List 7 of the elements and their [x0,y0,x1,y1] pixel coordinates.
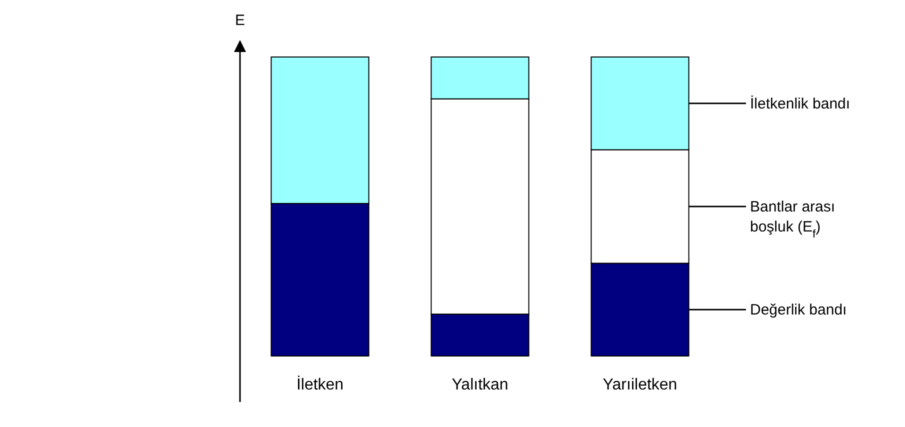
legend-label: İletkenlik bandı [750,94,850,112]
x-tick-label: İletken [296,376,344,394]
x-tick-label: Yarıiletken [602,376,678,394]
legend-label: Bantlar arası boşluk (E$_{f}$) [750,198,836,240]
legend-label: Değerlik bandı [750,302,847,319]
x-tick-label: Yalıtkan [452,376,508,394]
y-axis-title: E [234,12,246,29]
